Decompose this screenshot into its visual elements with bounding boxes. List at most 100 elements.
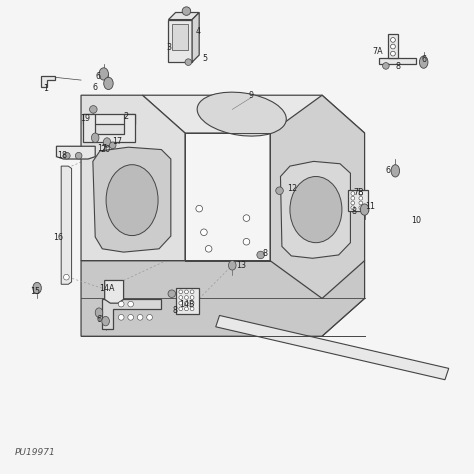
Ellipse shape bbox=[168, 290, 175, 298]
Ellipse shape bbox=[196, 205, 202, 212]
Polygon shape bbox=[83, 114, 136, 124]
Polygon shape bbox=[41, 76, 55, 87]
Ellipse shape bbox=[64, 153, 70, 159]
Text: 8: 8 bbox=[263, 249, 268, 258]
Ellipse shape bbox=[179, 290, 182, 294]
Polygon shape bbox=[105, 281, 124, 303]
Ellipse shape bbox=[91, 133, 99, 143]
Text: 8: 8 bbox=[352, 207, 357, 216]
Ellipse shape bbox=[201, 229, 207, 236]
Ellipse shape bbox=[257, 251, 264, 259]
Polygon shape bbox=[216, 316, 449, 380]
Polygon shape bbox=[81, 95, 185, 261]
Text: 6: 6 bbox=[93, 82, 98, 91]
Polygon shape bbox=[83, 114, 136, 143]
Text: 17: 17 bbox=[97, 144, 108, 153]
Text: 6: 6 bbox=[421, 55, 426, 64]
Ellipse shape bbox=[184, 290, 188, 294]
Polygon shape bbox=[379, 58, 416, 64]
Ellipse shape bbox=[391, 37, 395, 42]
Polygon shape bbox=[192, 12, 199, 62]
Polygon shape bbox=[61, 166, 72, 284]
Ellipse shape bbox=[33, 283, 41, 294]
Ellipse shape bbox=[184, 296, 188, 300]
Ellipse shape bbox=[360, 204, 369, 215]
Ellipse shape bbox=[184, 301, 188, 305]
Ellipse shape bbox=[118, 301, 124, 307]
Ellipse shape bbox=[351, 196, 355, 200]
Polygon shape bbox=[102, 300, 161, 329]
Polygon shape bbox=[388, 34, 398, 58]
Ellipse shape bbox=[383, 63, 389, 69]
Ellipse shape bbox=[197, 92, 286, 136]
Ellipse shape bbox=[359, 191, 363, 195]
Ellipse shape bbox=[95, 308, 103, 318]
Ellipse shape bbox=[228, 261, 236, 270]
Polygon shape bbox=[281, 161, 350, 258]
Ellipse shape bbox=[182, 7, 191, 15]
Text: 3: 3 bbox=[166, 44, 171, 53]
Text: 9: 9 bbox=[249, 91, 254, 100]
Bar bbox=[172, 24, 188, 50]
Ellipse shape bbox=[391, 164, 400, 177]
Ellipse shape bbox=[351, 201, 355, 205]
Ellipse shape bbox=[118, 315, 124, 320]
Polygon shape bbox=[348, 190, 368, 211]
Ellipse shape bbox=[359, 201, 363, 205]
Text: 7B: 7B bbox=[354, 188, 364, 197]
Ellipse shape bbox=[179, 301, 182, 305]
Text: 6: 6 bbox=[95, 72, 100, 81]
Ellipse shape bbox=[351, 191, 355, 195]
Ellipse shape bbox=[179, 307, 182, 311]
Ellipse shape bbox=[109, 142, 116, 149]
Ellipse shape bbox=[185, 59, 191, 65]
Ellipse shape bbox=[290, 176, 342, 243]
Ellipse shape bbox=[276, 187, 283, 194]
Text: 16: 16 bbox=[54, 233, 64, 241]
Polygon shape bbox=[93, 147, 171, 252]
Text: PU19971: PU19971 bbox=[15, 447, 55, 456]
Ellipse shape bbox=[190, 301, 194, 305]
Text: 10: 10 bbox=[411, 216, 421, 225]
Ellipse shape bbox=[205, 246, 212, 252]
Ellipse shape bbox=[243, 215, 250, 221]
Ellipse shape bbox=[147, 315, 153, 320]
Text: 1: 1 bbox=[43, 83, 48, 92]
Polygon shape bbox=[56, 146, 95, 159]
Ellipse shape bbox=[99, 68, 109, 80]
Ellipse shape bbox=[359, 196, 363, 200]
Text: 7A: 7A bbox=[373, 47, 383, 56]
Ellipse shape bbox=[359, 206, 363, 210]
Ellipse shape bbox=[128, 315, 134, 320]
Text: 4: 4 bbox=[196, 27, 201, 36]
Text: 6: 6 bbox=[97, 315, 101, 324]
Text: 18: 18 bbox=[57, 151, 67, 160]
Ellipse shape bbox=[103, 138, 111, 147]
Ellipse shape bbox=[391, 51, 395, 56]
Text: 14A: 14A bbox=[99, 284, 115, 293]
Polygon shape bbox=[175, 288, 199, 314]
Ellipse shape bbox=[137, 315, 143, 320]
Ellipse shape bbox=[64, 274, 69, 280]
Ellipse shape bbox=[190, 296, 194, 300]
Text: 11: 11 bbox=[365, 202, 375, 211]
Ellipse shape bbox=[190, 307, 194, 311]
Polygon shape bbox=[168, 12, 199, 19]
Text: 8: 8 bbox=[172, 306, 177, 315]
Ellipse shape bbox=[106, 164, 158, 236]
Ellipse shape bbox=[179, 296, 182, 300]
Ellipse shape bbox=[90, 106, 97, 113]
Text: 15: 15 bbox=[30, 287, 40, 296]
Text: 17: 17 bbox=[112, 137, 122, 146]
Text: 14B: 14B bbox=[180, 300, 195, 309]
Text: 20: 20 bbox=[100, 145, 110, 154]
Ellipse shape bbox=[75, 153, 82, 159]
Text: 8: 8 bbox=[395, 63, 400, 72]
Text: 19: 19 bbox=[80, 114, 90, 123]
Text: 13: 13 bbox=[236, 261, 246, 270]
Ellipse shape bbox=[351, 206, 355, 210]
Text: 2: 2 bbox=[123, 112, 128, 121]
Polygon shape bbox=[168, 19, 192, 62]
Polygon shape bbox=[270, 95, 365, 299]
Ellipse shape bbox=[104, 77, 113, 90]
